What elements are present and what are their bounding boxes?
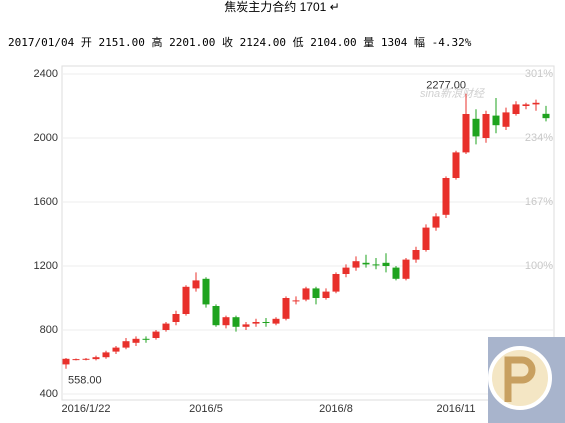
candle-body — [472, 118, 480, 137]
candle-body — [432, 216, 440, 228]
candle-body — [372, 264, 380, 266]
candle-body — [62, 358, 70, 365]
candle-body — [232, 317, 240, 327]
candle-body — [222, 317, 230, 326]
candle-body — [482, 114, 490, 138]
x-tick-label: 2016/1/22 — [62, 403, 111, 415]
candle-body — [122, 341, 130, 348]
candle-body — [152, 331, 160, 338]
watermark: sina新浪财经 — [420, 87, 485, 100]
candle-body — [542, 113, 550, 119]
candle-body — [362, 262, 370, 265]
candle-body — [382, 262, 390, 266]
candle-body — [452, 152, 460, 178]
candle-body — [252, 322, 260, 324]
candle-body — [102, 352, 110, 358]
candle-body — [182, 286, 190, 314]
candle-body — [532, 102, 540, 105]
y-tick-label: 800 — [40, 324, 58, 336]
candle-body — [302, 288, 310, 300]
candle-body — [492, 115, 500, 126]
candle-body — [162, 323, 170, 330]
candle-body — [332, 274, 340, 292]
y2-tick-label: 301% — [525, 68, 553, 80]
candle-body — [512, 104, 520, 114]
x-tick-label: 2016/5 — [189, 403, 223, 415]
candle-body — [72, 359, 80, 361]
candle-body — [352, 261, 360, 268]
chart-title: 焦炭主力合约 1701 ↵ — [224, 0, 339, 14]
quote-info: 2017/01/04 开 2151.00 高 2201.00 收 2124.00… — [8, 35, 472, 49]
y-tick-label: 400 — [40, 388, 58, 400]
candle-body — [292, 300, 300, 302]
candle-body — [282, 298, 290, 319]
candle-body — [322, 291, 330, 298]
candle-body — [342, 267, 350, 274]
candle-body — [132, 338, 140, 343]
candle-body — [212, 306, 220, 326]
candle-body — [312, 288, 320, 298]
y2-tick-label: 100% — [525, 260, 553, 272]
candle-body — [262, 322, 270, 323]
y2-tick-label: 167% — [525, 196, 553, 208]
y2-tick-label: 234% — [525, 132, 553, 144]
candle-body — [272, 318, 280, 324]
min-label: 558.00 — [68, 375, 102, 387]
y-tick-label: 2400 — [34, 68, 58, 80]
candle-body — [522, 104, 530, 106]
candle-body — [92, 357, 100, 360]
candle-body — [412, 250, 420, 260]
candle-body — [172, 314, 180, 322]
candle-body — [192, 280, 200, 289]
y-tick-label: 1600 — [34, 196, 58, 208]
candle-body — [402, 259, 410, 279]
candle-body — [142, 338, 150, 340]
candle-body — [422, 227, 430, 250]
candle-body — [392, 267, 400, 279]
x-tick-label: 2016/11 — [437, 403, 476, 415]
candle-body — [242, 324, 250, 327]
logo — [488, 337, 565, 423]
candle-body — [202, 278, 210, 305]
x-tick-label: 2016/8 — [319, 403, 353, 415]
candle-body — [442, 178, 450, 215]
logo-letter — [504, 356, 536, 402]
candle-body — [112, 347, 120, 352]
max-label: 2277.00 — [426, 80, 466, 92]
y-tick-label: 2000 — [34, 132, 58, 144]
candle-body — [82, 358, 90, 360]
plot-frame — [61, 65, 555, 401]
candle-body — [502, 112, 510, 127]
y-tick-label: 1200 — [34, 260, 58, 272]
candle-body — [462, 114, 470, 153]
